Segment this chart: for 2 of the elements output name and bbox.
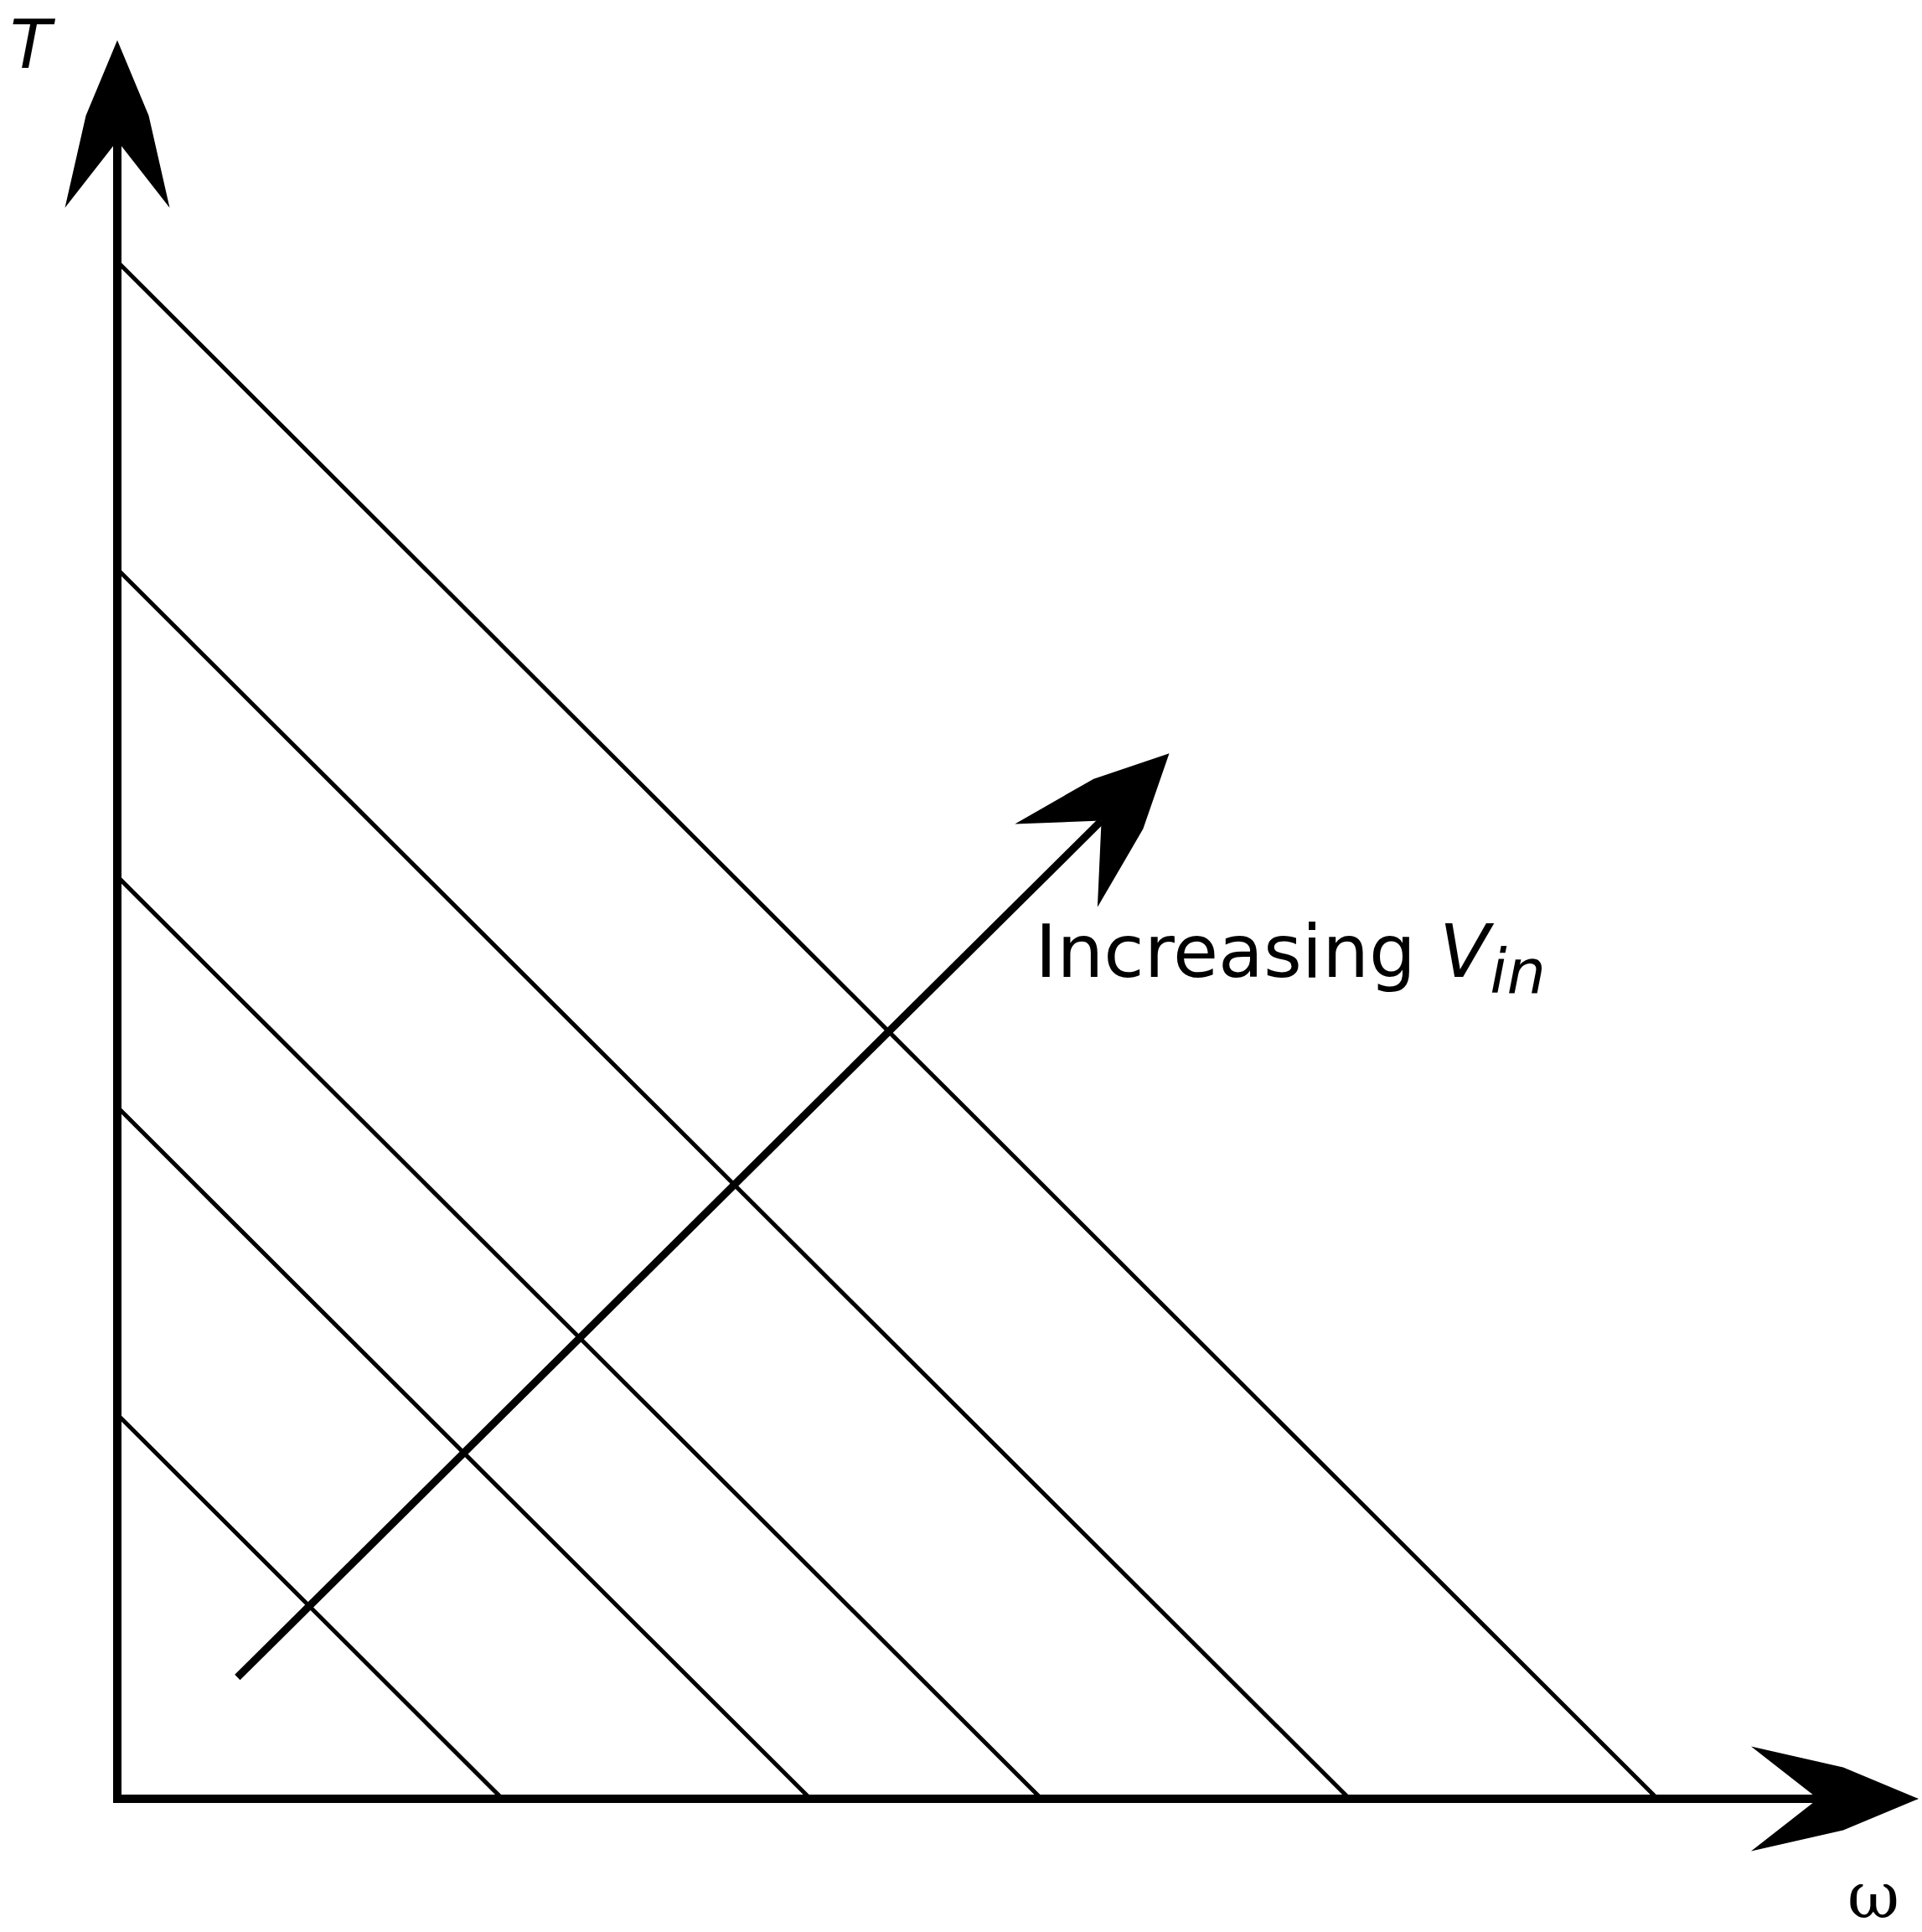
x-axis-title: ω	[1847, 1858, 1899, 1932]
annotation: Increasing V$_{in}$	[1035, 908, 1546, 1007]
